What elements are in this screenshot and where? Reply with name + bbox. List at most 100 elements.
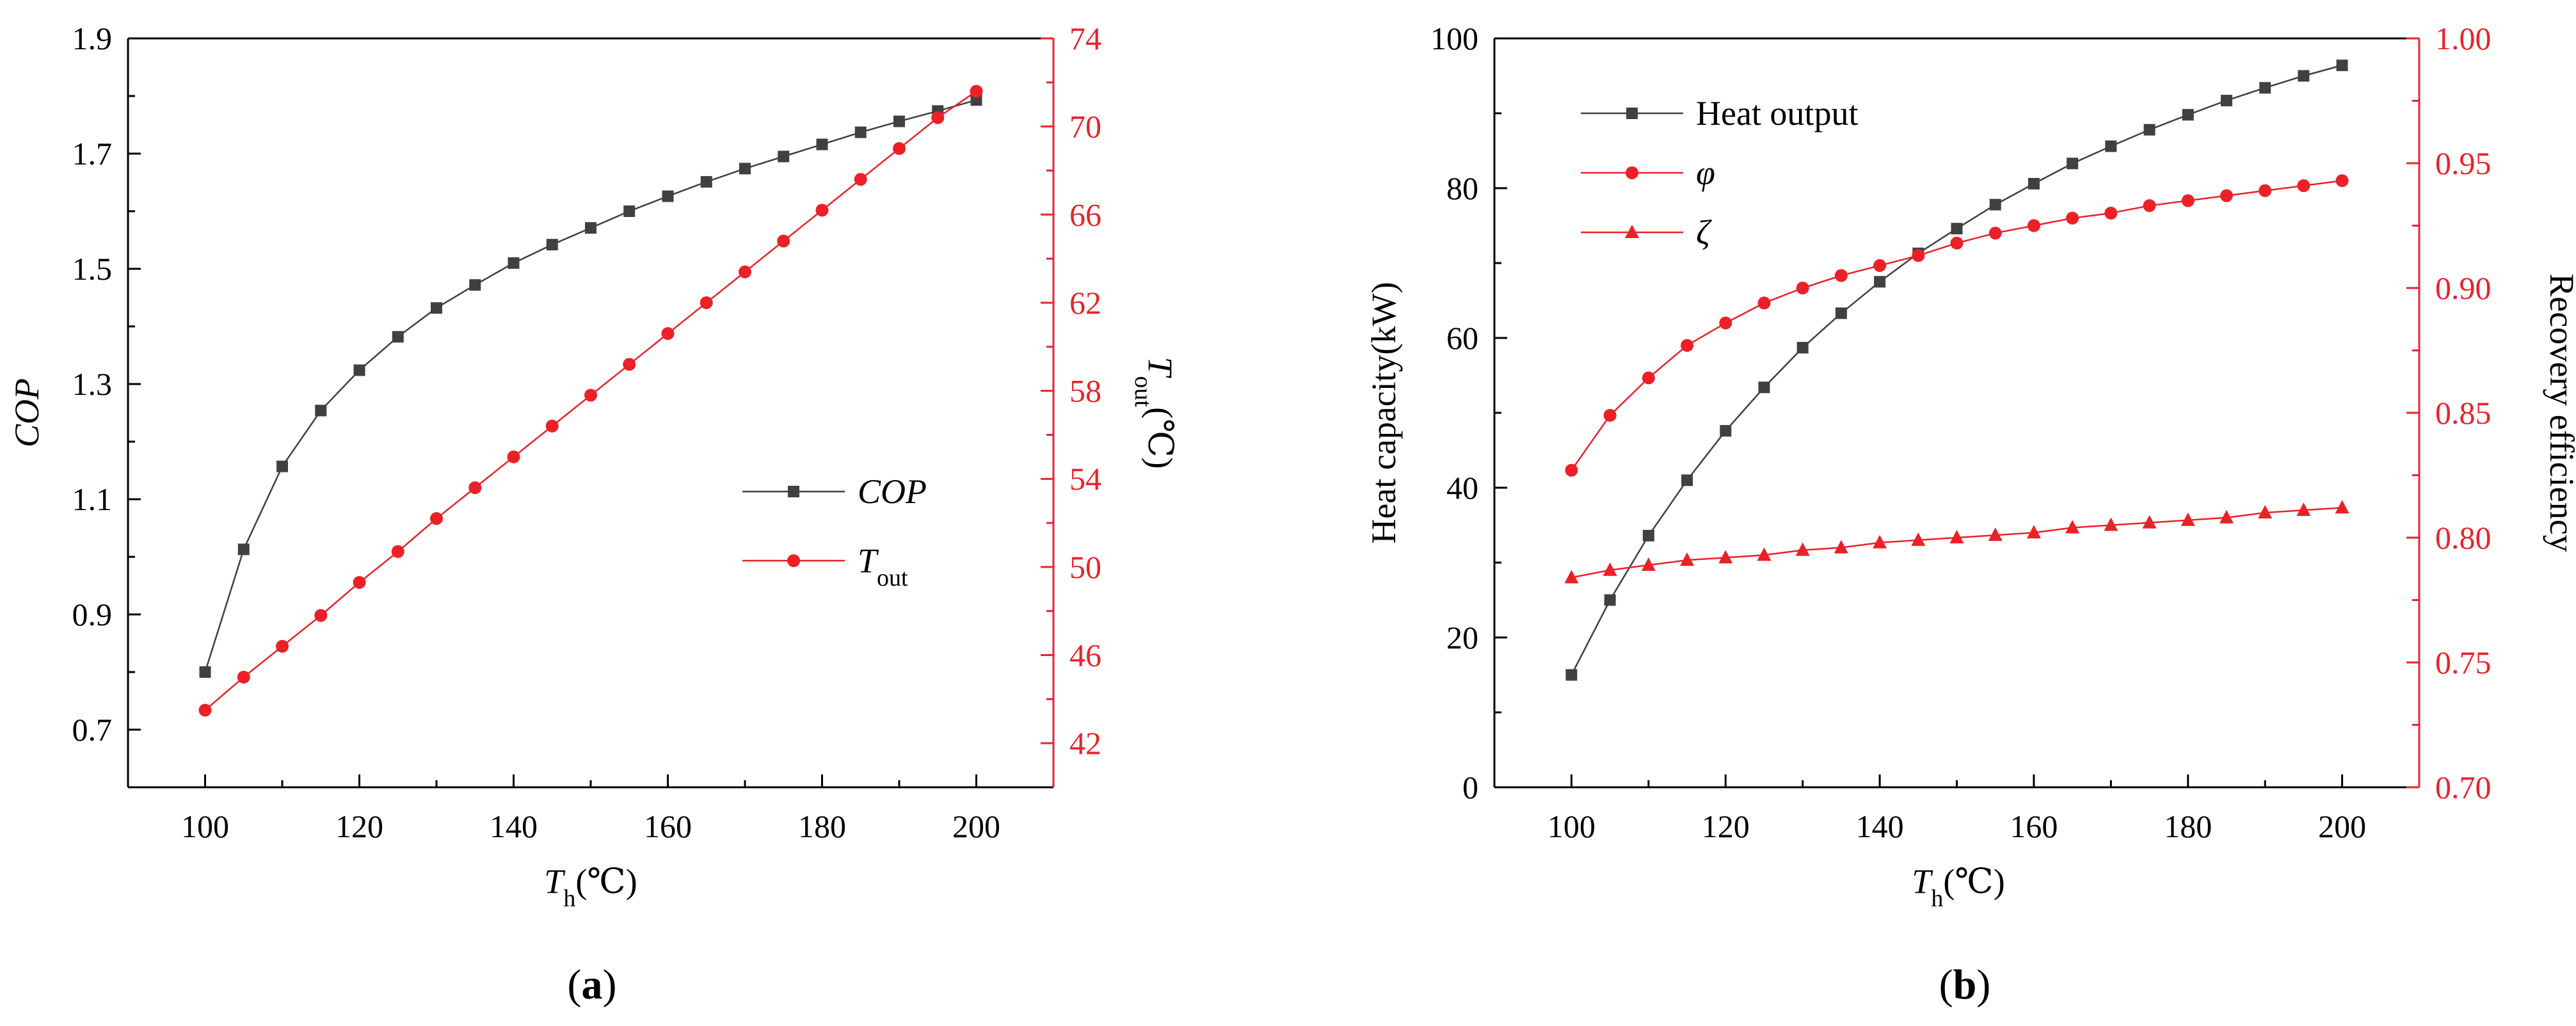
panel-b-x-tick-label: 180 [2164, 808, 2212, 844]
panel-a-left-tick-label: 1.9 [72, 20, 113, 56]
panel-b-series-2-point [2180, 512, 2195, 526]
panel-b-series-2-point [1834, 540, 1848, 554]
panel-a-left-axis-title: COP [8, 378, 46, 447]
panel-a-series-1-point [815, 204, 829, 217]
panel-b-series-1-point [1565, 463, 1578, 477]
panel-b-series-2-point [1795, 542, 1810, 556]
panel-b-series-0 [1565, 60, 2348, 681]
panel-b-series-0-point [1681, 474, 1693, 486]
panel-b-series-2-point [1641, 557, 1656, 571]
panel-b-series-1-point [1642, 371, 1655, 385]
panel-a-series-1-point [545, 419, 559, 433]
panel-a-series-1-point [468, 481, 482, 494]
panel-b-legend-label-1: φ [1696, 154, 1715, 192]
panel-a-right-tick-label: 46 [1069, 637, 1101, 673]
panel-b-series-2-point [1949, 530, 1964, 543]
panel-b-series-0-point [1989, 198, 2001, 211]
panel-b-right-tick-label: 0.95 [2435, 145, 2492, 181]
panel-b-legend-label-0: Heat output [1696, 94, 1858, 132]
panel-a-right-tick-label: 50 [1069, 549, 1101, 585]
panel-b-right-tick-label: 0.85 [2435, 395, 2492, 431]
panel-a-series-0-point [315, 405, 327, 417]
panel-a-label: (a) [568, 961, 617, 1008]
panel-a-series-0-point [199, 666, 211, 678]
panel-b-series-0-point [1796, 342, 1809, 354]
panel-b-left-tick-label: 0 [1462, 769, 1478, 805]
panel-a-right-tick-label: 58 [1069, 373, 1101, 409]
panel-a-series-1-point [893, 142, 906, 156]
panel-a-series-0-point [816, 138, 828, 150]
panel-b-series-2-point [2104, 517, 2118, 531]
panel-b-legend-label-2: ζ [1696, 213, 1712, 252]
panel-a-x-axis-title: Th(℃) [544, 862, 637, 912]
panel-a-right-tick-label: 74 [1069, 20, 1101, 56]
panel-b-series-0-point [1720, 425, 1732, 437]
panel-b-series-1 [1565, 174, 2349, 477]
panel-b-series-0-point [1604, 594, 1616, 606]
panel-b-series-1-point [2259, 184, 2272, 197]
panel-b-series-1-point [2220, 189, 2233, 202]
panel-b-right-tick-label: 0.70 [2435, 769, 2492, 805]
panel-a-series-0-point [623, 205, 636, 217]
panel-a-series-0-point [970, 94, 982, 106]
panel-b-series-1-point [2066, 211, 2079, 225]
panel-b-x-tick-label: 140 [1856, 808, 1904, 844]
panel-a-series-1-point [854, 173, 867, 186]
panel-b-series-0-point [2067, 157, 2079, 170]
panel-a-series-1-point [739, 265, 751, 278]
panel-b-x-axis-title: Th(℃) [1912, 862, 2004, 912]
panel-b-series-1-point [1757, 296, 1771, 310]
panel-b-series-2-point [1564, 570, 1579, 584]
panel-b-legend-marker-0 [1626, 108, 1638, 119]
panel-a-right-tick-label: 66 [1069, 196, 1101, 232]
panel-a-series-0-point [237, 543, 250, 556]
panel-a-series-1-point [198, 703, 212, 717]
panel-b-series-2-point [2258, 505, 2273, 518]
panel-b-series-1-point [1719, 316, 1732, 330]
panel-a-left-tick-label: 0.9 [72, 597, 113, 632]
panel-a-x-tick-label: 100 [181, 808, 229, 844]
panel-b-x-tick-label: 100 [1548, 808, 1596, 844]
panel-a-series-0-point [276, 460, 288, 472]
panel-b-series-0-point [2220, 95, 2232, 107]
panel-a-series-1-point [507, 450, 520, 463]
panel-b-chart: 100 120 140 160 180 200 0 20 40 60 80 100 0.70 0.75 0.… [1364, 20, 2576, 912]
panel-b-series-2-point [1757, 547, 1772, 561]
panel-a-legend-marker-0 [788, 486, 799, 497]
panel-a-series-0-point [546, 239, 558, 251]
panel-a-series-1-point [353, 575, 366, 589]
panel-b-series-1-point [1912, 249, 1925, 262]
panel-a-chart: 100 120 140 160 180 200 0.7 0.9 1.1 1.3 1.5 1.7 1.9 4… [8, 20, 1180, 912]
panel-a-series-0-point [585, 222, 596, 234]
panel-a-right-tick-label: 54 [1069, 461, 1101, 497]
panel-b-left-tick-label: 20 [1446, 620, 1478, 655]
panel-b-left-tick-label: 100 [1430, 20, 1478, 56]
panel-b-series-1-point [2104, 207, 2118, 220]
panel-a-left-tick-label: 1.1 [72, 481, 113, 517]
panel-a-right-tick-label: 70 [1069, 109, 1101, 145]
panel-a-series-1-point [700, 296, 713, 309]
panel-a-legend-marker-1 [787, 554, 800, 567]
panel-a-series-0-point [353, 364, 365, 376]
panel-b-series-0-point [2143, 124, 2156, 136]
panel-b-series-2-point [1718, 550, 1733, 564]
panel-b-series-1-point [2335, 174, 2349, 188]
panel-a-left-tick-label: 1.7 [72, 136, 113, 172]
panel-b-series-0-point [1642, 529, 1654, 541]
panel-b-series-1-point [1950, 236, 1964, 250]
panel-b-series-1-point [1988, 227, 2002, 240]
panel-a-x-tick-label: 180 [798, 808, 846, 844]
panel-a-series-0-point [700, 176, 712, 188]
panel-a-series-0-point [739, 163, 751, 175]
panel-a-series-1-point [584, 389, 597, 402]
panel-a-series-1-point [931, 111, 945, 124]
panel-a-right-tick-label: 62 [1069, 285, 1101, 321]
panel-b-series-2-point [2142, 515, 2157, 529]
panel-b-series-1-point [1796, 282, 1809, 294]
panel-a-series-1-point [623, 358, 636, 371]
panel-b-series-2-point [1873, 534, 1887, 549]
panel-a-x-tick-label: 200 [952, 808, 1000, 844]
panel-a-series-1-point [777, 234, 790, 248]
panel-a-series-0-point [854, 126, 867, 138]
